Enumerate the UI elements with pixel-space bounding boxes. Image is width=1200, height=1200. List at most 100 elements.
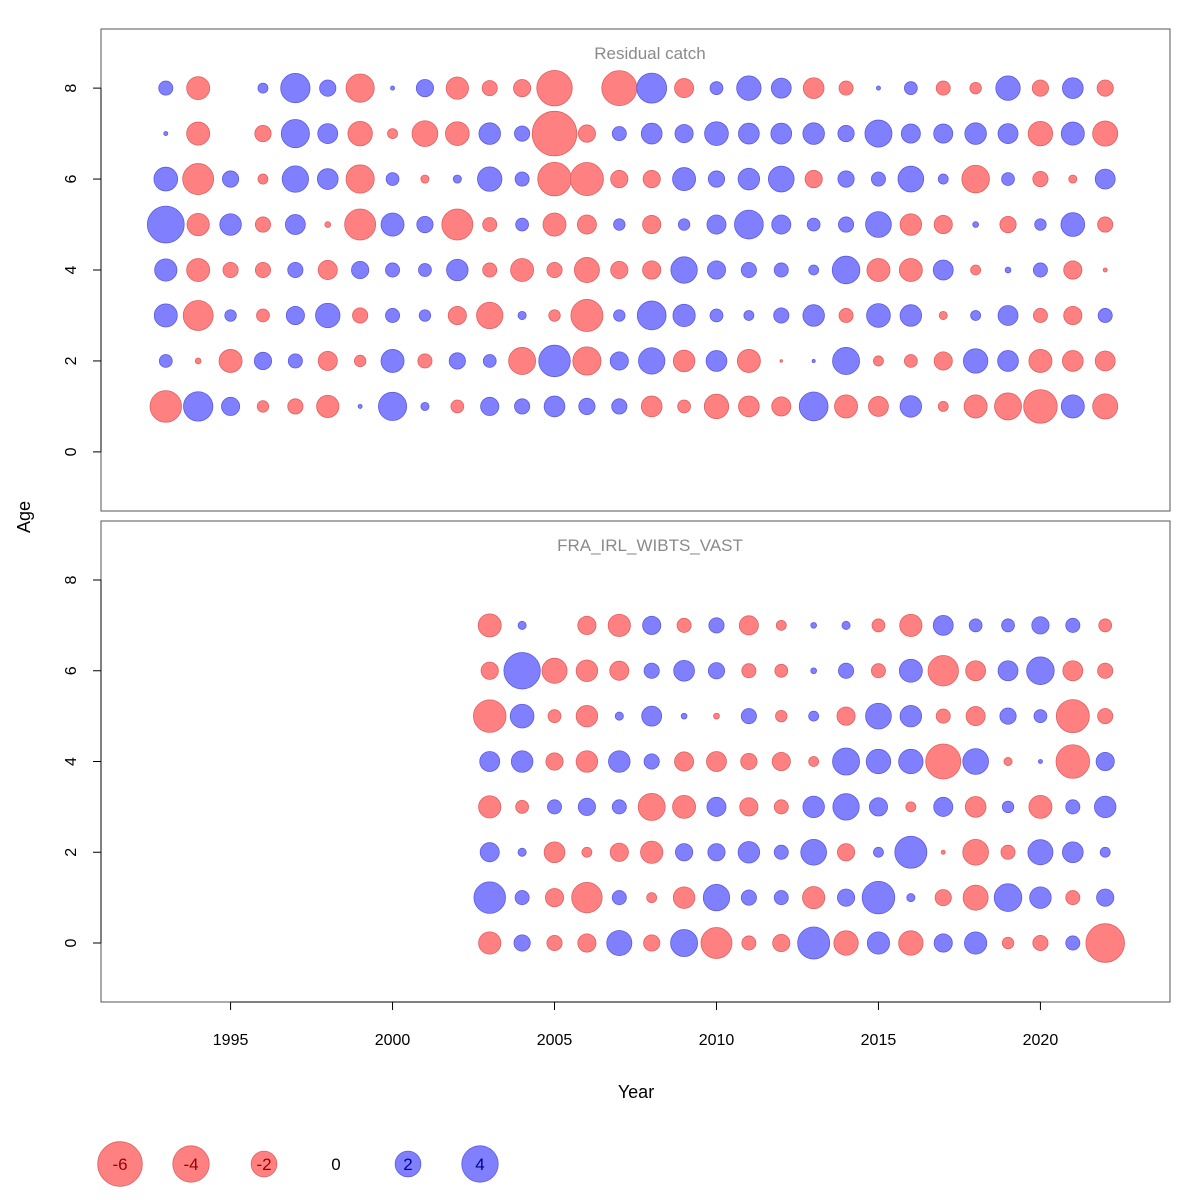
- bubble: [222, 170, 240, 188]
- bubble: [993, 883, 1023, 912]
- bubble: [740, 752, 758, 771]
- bubble: [643, 934, 661, 952]
- bubble: [1029, 886, 1052, 909]
- bubble: [866, 258, 891, 282]
- bubble: [861, 880, 896, 915]
- bubble: [768, 165, 795, 193]
- bubble: [933, 215, 953, 235]
- bubble: [324, 221, 332, 228]
- bubble: [905, 801, 917, 813]
- bubble: [317, 123, 339, 144]
- bubble: [963, 394, 988, 419]
- bubble: [865, 748, 892, 775]
- bubble: [385, 172, 400, 186]
- bubble: [670, 929, 698, 957]
- bubble: [1001, 172, 1015, 186]
- bubble: [576, 214, 597, 235]
- bubble: [415, 79, 434, 98]
- bubble: [738, 122, 760, 145]
- bubble: [709, 81, 724, 95]
- bubble: [808, 710, 820, 722]
- legend-bubble: [172, 1145, 210, 1183]
- bubble: [1032, 934, 1049, 952]
- bubble: [802, 304, 825, 327]
- bubble: [740, 708, 757, 725]
- y-tick-label: 4: [63, 757, 80, 766]
- bubble: [899, 704, 923, 728]
- panel-title: Residual catch: [594, 44, 706, 63]
- legend-bubble: [461, 1145, 499, 1183]
- bubble: [898, 258, 923, 282]
- bubble: [642, 170, 661, 189]
- bubble: [513, 79, 532, 98]
- bubble: [898, 658, 923, 683]
- bubble: [509, 703, 535, 729]
- bubble: [775, 709, 788, 723]
- bubble: [569, 162, 604, 196]
- bubble: [1098, 618, 1113, 633]
- bubble: [218, 349, 243, 373]
- bubble: [1085, 923, 1125, 963]
- bubble: [1094, 795, 1117, 819]
- bubble: [965, 706, 986, 727]
- bubble: [1034, 218, 1047, 231]
- bubble: [871, 663, 886, 679]
- bubble: [186, 121, 211, 146]
- bubble: [640, 840, 664, 864]
- bubble: [703, 393, 730, 420]
- bubble: [938, 311, 948, 320]
- bubble: [515, 800, 529, 814]
- bubble: [1060, 394, 1085, 419]
- bubble: [772, 933, 791, 953]
- bubble: [385, 308, 400, 323]
- bubble: [613, 309, 626, 322]
- bubble: [740, 261, 757, 279]
- bubble: [222, 261, 239, 279]
- bubble: [1032, 262, 1048, 278]
- bubble: [1065, 935, 1081, 951]
- bubble: [771, 214, 792, 235]
- bubble: [547, 799, 562, 815]
- bubble: [707, 170, 726, 188]
- bubble: [548, 309, 561, 322]
- bubble: [287, 261, 304, 279]
- bubble: [706, 260, 726, 280]
- bubble: [441, 208, 474, 241]
- bubble: [194, 357, 202, 365]
- x-tick-label: 2010: [699, 1032, 735, 1049]
- bubbles: [146, 69, 1119, 424]
- bubble: [937, 173, 949, 185]
- bubble: [1023, 389, 1058, 424]
- bubble: [280, 119, 310, 149]
- bubble: [1097, 216, 1114, 233]
- bubble: [1060, 121, 1085, 146]
- bubble: [964, 931, 988, 955]
- bubble: [478, 931, 502, 955]
- bubble: [477, 166, 503, 192]
- bubble: [153, 303, 178, 328]
- bubble: [546, 934, 563, 952]
- x-tick-label: 1995: [213, 1032, 249, 1049]
- bubble: [638, 347, 666, 375]
- bubble: [674, 751, 695, 772]
- bubble: [476, 301, 504, 330]
- bubble: [927, 655, 959, 687]
- bubble: [385, 262, 400, 278]
- bubble: [906, 893, 916, 903]
- bubble: [706, 751, 727, 772]
- bubble: [1027, 839, 1054, 866]
- bubble: [837, 888, 856, 907]
- bubble: [643, 753, 660, 770]
- bubble: [477, 613, 502, 638]
- bubble: [771, 396, 792, 417]
- bubble: [837, 843, 856, 862]
- bubble: [739, 797, 759, 817]
- legend-bubble: [97, 1141, 143, 1187]
- bubble: [873, 846, 884, 858]
- bubble: [285, 305, 305, 325]
- bubble: [153, 166, 179, 192]
- bubble: [1065, 890, 1081, 906]
- bubble: [964, 796, 987, 818]
- y-axis: 0 2 4 6 8: [63, 575, 102, 947]
- y-tick-label: 0: [63, 938, 80, 947]
